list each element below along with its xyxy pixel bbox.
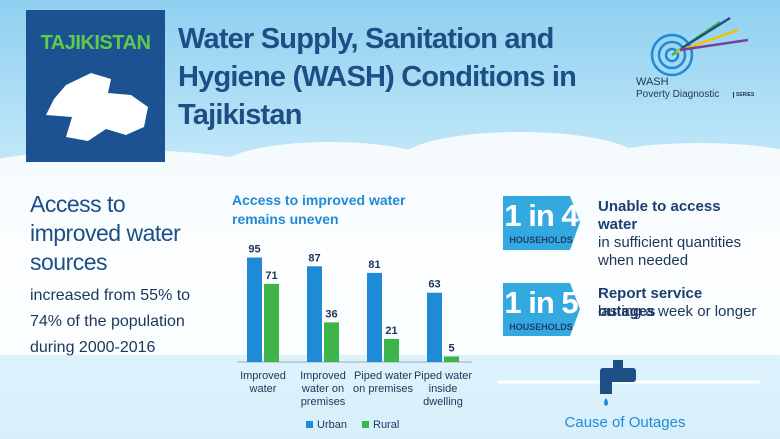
access-heading: Access to improved water sources xyxy=(30,191,181,275)
country-box: TAJIKISTAN xyxy=(26,10,165,162)
logo-mark xyxy=(650,16,749,77)
caption: Cause of Outages xyxy=(564,414,686,431)
bar xyxy=(264,283,279,362)
stat-heading: Unable to access water xyxy=(598,198,721,233)
logo-series: SERIES xyxy=(733,92,754,98)
stat-ratio: 1 in 5 xyxy=(504,285,578,320)
value-label: 81 xyxy=(368,259,380,271)
map xyxy=(46,73,148,141)
stat-unit: HOUSEHOLDS xyxy=(509,235,573,245)
category-label: Piped water inside dwelling xyxy=(413,370,473,408)
tap-icon xyxy=(600,360,636,406)
legend-swatch xyxy=(306,421,313,428)
logo-name: WASH xyxy=(636,76,669,88)
title: Water Supply, Sanitation and Hygiene (WA… xyxy=(178,23,577,131)
access-body: increased from 55% to 74% of the populat… xyxy=(30,287,191,356)
bar xyxy=(427,292,442,362)
category-label: Improved water xyxy=(240,370,286,395)
legend-label: Urban xyxy=(317,419,347,431)
value-label: 71 xyxy=(265,270,277,282)
bar xyxy=(324,322,339,362)
value-label: 21 xyxy=(385,325,397,337)
bar xyxy=(247,257,262,362)
value-label: 87 xyxy=(308,252,320,264)
value-label: 5 xyxy=(448,343,454,355)
bar xyxy=(384,338,399,362)
stat-text: lasting a week or longer xyxy=(598,303,757,320)
value-label: 36 xyxy=(325,308,337,320)
value-label: 95 xyxy=(248,244,260,256)
legend-label: Rural xyxy=(373,419,399,431)
country: TAJIKISTAN xyxy=(40,32,151,54)
stat-unit: HOUSEHOLDS xyxy=(509,322,573,332)
stat-ratio: 1 in 4 xyxy=(504,198,578,233)
category-label: Improved water on premises xyxy=(300,370,346,408)
category-label: Piped water on premises xyxy=(353,370,413,395)
value-label: 63 xyxy=(428,279,440,291)
legend-swatch xyxy=(362,421,369,428)
logo-subtitle: Poverty Diagnostic xyxy=(636,89,720,100)
stat-badges xyxy=(503,196,580,336)
clouds xyxy=(0,132,780,355)
stat-text: in sufficient quantities when needed xyxy=(598,234,742,269)
stat-heading: Report service outages xyxy=(598,285,703,320)
bar xyxy=(367,272,382,362)
bar xyxy=(307,266,322,362)
chart-title: Access to improved water remains uneven xyxy=(232,192,406,227)
bar xyxy=(444,356,459,362)
